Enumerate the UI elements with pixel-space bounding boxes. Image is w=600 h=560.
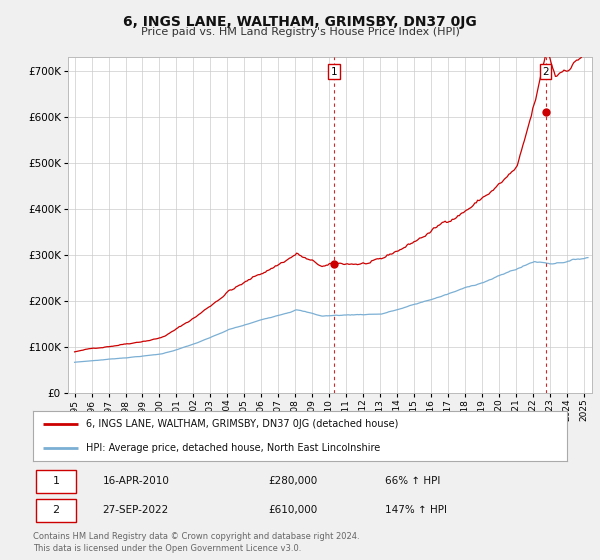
FancyBboxPatch shape <box>35 498 76 521</box>
Text: 66% ↑ HPI: 66% ↑ HPI <box>385 477 441 486</box>
Text: £280,000: £280,000 <box>268 477 317 486</box>
Text: This data is licensed under the Open Government Licence v3.0.: This data is licensed under the Open Gov… <box>33 544 301 553</box>
Text: Contains HM Land Registry data © Crown copyright and database right 2024.: Contains HM Land Registry data © Crown c… <box>33 532 359 541</box>
Text: 1: 1 <box>331 67 337 77</box>
Text: £610,000: £610,000 <box>268 505 317 515</box>
Text: 1: 1 <box>52 477 59 486</box>
Text: 2: 2 <box>542 67 549 77</box>
Text: Price paid vs. HM Land Registry's House Price Index (HPI): Price paid vs. HM Land Registry's House … <box>140 27 460 37</box>
FancyBboxPatch shape <box>35 470 76 493</box>
Text: 16-APR-2010: 16-APR-2010 <box>103 477 169 486</box>
Text: 27-SEP-2022: 27-SEP-2022 <box>103 505 169 515</box>
Text: 6, INGS LANE, WALTHAM, GRIMSBY, DN37 0JG (detached house): 6, INGS LANE, WALTHAM, GRIMSBY, DN37 0JG… <box>86 419 399 429</box>
Text: 2: 2 <box>52 505 59 515</box>
Text: 6, INGS LANE, WALTHAM, GRIMSBY, DN37 0JG: 6, INGS LANE, WALTHAM, GRIMSBY, DN37 0JG <box>123 15 477 29</box>
Text: 147% ↑ HPI: 147% ↑ HPI <box>385 505 448 515</box>
Text: HPI: Average price, detached house, North East Lincolnshire: HPI: Average price, detached house, Nort… <box>86 444 380 454</box>
